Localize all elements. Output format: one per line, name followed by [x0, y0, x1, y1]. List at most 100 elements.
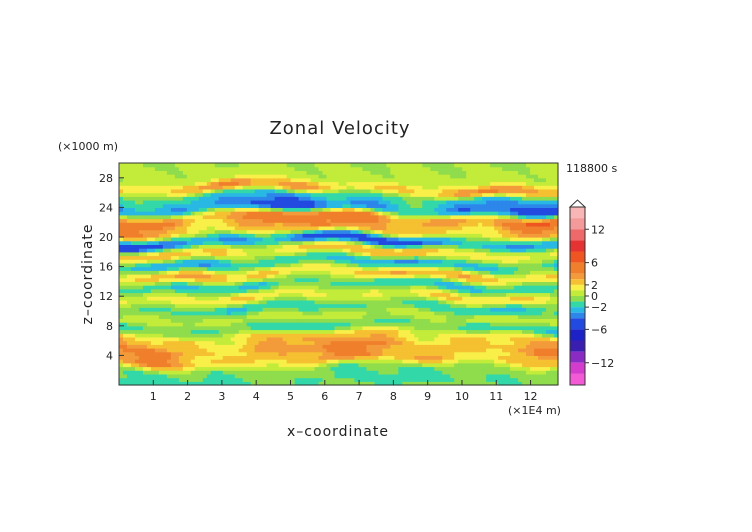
heatmap-cell	[306, 307, 312, 312]
heatmap-cell	[234, 207, 240, 212]
heatmap-cell	[446, 163, 451, 168]
heatmap-cell	[258, 225, 264, 231]
heatmap-cell	[290, 314, 296, 319]
heatmap-cell	[194, 185, 200, 190]
heatmap-cell	[354, 259, 360, 264]
heatmap-cell	[130, 248, 136, 253]
heatmap-cell	[426, 266, 431, 271]
heatmap-cell	[346, 259, 352, 264]
heatmap-cell	[410, 281, 415, 286]
heatmap-cell	[138, 336, 144, 342]
heatmap-cell	[162, 322, 168, 327]
heatmap-cell	[338, 262, 344, 268]
heatmap-cell	[198, 370, 204, 375]
heatmap-cell	[242, 292, 248, 297]
heatmap-cell	[214, 344, 220, 349]
heatmap-cell	[410, 166, 415, 171]
heatmap-cell	[190, 322, 196, 327]
heatmap-cell	[158, 166, 164, 171]
heatmap-cell	[282, 166, 288, 171]
heatmap-cell	[318, 218, 324, 223]
heatmap-cell	[190, 370, 196, 375]
heatmap-cell	[134, 322, 140, 327]
heatmap-cell	[170, 355, 176, 360]
heatmap-cell	[210, 225, 216, 231]
heatmap-cell	[170, 299, 176, 305]
heatmap-cell	[446, 192, 451, 197]
heatmap-cell	[214, 174, 220, 179]
heatmap-cell	[150, 288, 156, 294]
heatmap-cell	[438, 333, 443, 338]
heatmap-cell	[402, 177, 407, 183]
heatmap-cell	[330, 266, 336, 271]
heatmap-cell	[222, 259, 228, 264]
heatmap-cell	[202, 225, 208, 231]
heatmap-cell	[218, 251, 224, 257]
heatmap-cell	[186, 207, 192, 212]
heatmap-cell	[266, 166, 272, 171]
heatmap-cell	[334, 266, 340, 271]
heatmap-cell	[366, 359, 372, 364]
heatmap-cell	[246, 299, 252, 305]
heatmap-cell	[302, 207, 308, 212]
heatmap-cell	[386, 314, 391, 319]
heatmap-cell	[330, 355, 336, 360]
heatmap-cell	[422, 211, 427, 216]
heatmap-cell	[394, 244, 399, 249]
heatmap-cell	[122, 174, 128, 179]
heatmap-cell	[278, 218, 284, 223]
heatmap-cell	[150, 344, 156, 349]
heatmap-cell	[170, 174, 176, 179]
heatmap-cell	[406, 318, 411, 323]
heatmap-cell	[230, 329, 236, 334]
heatmap-cell	[190, 259, 196, 264]
heatmap-cell	[138, 266, 144, 271]
heatmap-cell	[194, 170, 200, 175]
heatmap-cell	[302, 333, 308, 338]
heatmap-cell	[402, 266, 407, 271]
heatmap-cell	[210, 281, 216, 286]
heatmap-cell	[330, 303, 336, 308]
heatmap-cell	[382, 207, 387, 212]
heatmap-cell	[374, 233, 380, 238]
heatmap-cell	[238, 322, 244, 327]
heatmap-cell	[278, 225, 284, 231]
heatmap-cell	[190, 292, 196, 297]
heatmap-cell	[198, 163, 204, 168]
heatmap-cell	[438, 237, 443, 242]
heatmap-cell	[310, 192, 316, 197]
heatmap-cell	[254, 348, 260, 353]
heatmap-cell	[194, 222, 200, 227]
heatmap-cell	[366, 370, 372, 375]
heatmap-cell	[138, 362, 144, 368]
heatmap-cell	[282, 329, 288, 334]
heatmap-cell	[382, 177, 387, 183]
heatmap-cell	[218, 270, 224, 275]
heatmap-cell	[194, 303, 200, 308]
heatmap-cell	[422, 333, 427, 338]
heatmap-cell	[358, 340, 364, 345]
heatmap-cell	[382, 303, 387, 308]
heatmap-cell	[146, 207, 152, 212]
heatmap-cell	[238, 348, 244, 353]
heatmap-cell	[119, 314, 124, 319]
heatmap-cell	[202, 237, 208, 242]
heatmap-cell	[330, 233, 336, 238]
heatmap-cell	[119, 355, 124, 360]
heatmap-cell	[446, 229, 451, 234]
heatmap-cell	[119, 248, 124, 253]
heatmap-cell	[174, 196, 180, 201]
heatmap-cell	[362, 370, 368, 375]
heatmap-cell	[354, 370, 360, 375]
heatmap-cell	[334, 262, 340, 268]
heatmap-cell	[182, 266, 188, 271]
heatmap-cell	[334, 237, 340, 242]
heatmap-cell	[250, 177, 256, 183]
heatmap-cell	[362, 355, 368, 360]
heatmap-cell	[398, 307, 403, 312]
heatmap-cell	[158, 359, 164, 364]
heatmap-cell	[194, 259, 200, 264]
heatmap-cell	[370, 274, 376, 279]
heatmap-cell	[390, 214, 395, 220]
heatmap-cell	[214, 181, 220, 186]
